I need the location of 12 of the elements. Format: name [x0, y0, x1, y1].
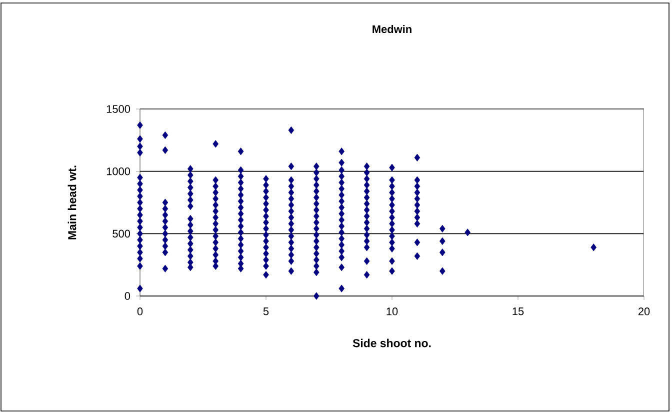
x-tick-label: 0: [137, 308, 143, 316]
x-tick-label: 10: [386, 308, 398, 316]
x-axis-title: Side shoot no.: [352, 338, 431, 348]
x-tick-label: 15: [512, 308, 524, 316]
y-tick-label: 0: [124, 292, 130, 300]
x-tick-label: 5: [263, 308, 269, 316]
x-tick-label: 20: [638, 308, 650, 316]
y-tick-label: 1000: [106, 167, 130, 176]
chart-title: Medwin: [372, 25, 412, 34]
y-axis-title: Main head wt.: [68, 166, 76, 240]
y-tick-label: 1500: [106, 105, 130, 113]
y-tick-label: 500: [112, 230, 130, 238]
